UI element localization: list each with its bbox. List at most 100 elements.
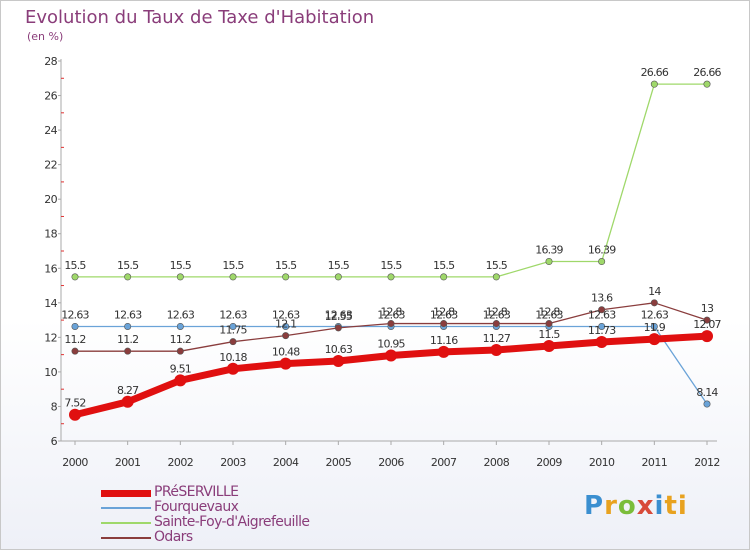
legend-label: Sainte-Foy-d'Aigrefeuille <box>154 514 310 530</box>
data-label: 15.5 <box>170 259 192 272</box>
data-label: 13 <box>701 302 714 315</box>
data-label: 11.9 <box>644 321 666 334</box>
series-point <box>598 258 606 266</box>
y-tick-label: 10 <box>44 366 57 379</box>
series-point <box>595 336 608 349</box>
logo-letter: ti <box>664 491 688 521</box>
series-point <box>124 273 132 281</box>
data-label: 12.63 <box>483 308 511 321</box>
data-label: 15.5 <box>64 259 86 272</box>
series-point <box>545 320 553 328</box>
data-label: 11.75 <box>219 324 247 337</box>
series-point <box>334 273 342 281</box>
x-tick-label: 2010 <box>589 456 615 469</box>
data-label: 12.63 <box>114 308 142 321</box>
series-point <box>650 80 658 88</box>
data-label: 12.8 <box>486 306 508 319</box>
data-label: 12.8 <box>380 306 402 319</box>
x-tick-label: 2003 <box>220 456 246 469</box>
data-label: 16.39 <box>535 244 563 257</box>
data-label: 26.66 <box>641 66 669 79</box>
y-tick-label: 8 <box>51 400 58 413</box>
legend-label: PRéSERVILLE <box>154 484 239 500</box>
series-point <box>121 395 134 408</box>
data-label: 11.73 <box>588 324 616 337</box>
data-label: 7.52 <box>64 397 85 410</box>
y-tick-label: 20 <box>44 193 57 206</box>
data-label: 13.6 <box>591 292 613 305</box>
series-point <box>545 258 553 266</box>
data-label: 10.18 <box>219 351 247 364</box>
y-tick-label: 6 <box>51 435 58 448</box>
series-point <box>279 357 292 370</box>
data-label: 12.1 <box>275 318 296 331</box>
data-label: 11.2 <box>170 333 191 346</box>
series-point <box>176 322 184 330</box>
data-label: 15.5 <box>486 259 508 272</box>
series-point <box>598 306 606 314</box>
series-point <box>703 80 711 88</box>
data-label: 9.51 <box>170 362 191 375</box>
series-point <box>440 273 448 281</box>
series-point <box>227 362 239 375</box>
data-label: 12.63 <box>641 308 669 321</box>
data-label: 10.95 <box>377 338 405 351</box>
data-label: 15.5 <box>117 259 139 272</box>
data-label: 11.5 <box>538 328 560 341</box>
series-point <box>69 408 81 421</box>
legend-swatch <box>101 522 151 524</box>
series-point <box>332 355 345 368</box>
x-tick-label: 2008 <box>484 456 510 469</box>
data-label: 10.63 <box>325 343 353 356</box>
legend-swatch <box>101 507 151 509</box>
series-point <box>650 322 658 330</box>
data-label: 12.55 <box>325 310 353 323</box>
series-point <box>71 273 79 281</box>
series-point <box>176 273 184 281</box>
series-point <box>334 324 342 332</box>
series-point <box>124 322 132 330</box>
legend-swatch <box>101 489 151 497</box>
series-point <box>71 347 79 355</box>
data-label: 8.14 <box>696 386 718 399</box>
series-point <box>437 345 450 358</box>
x-tick-label: 2009 <box>536 456 562 469</box>
proxiti-logo: Proxiti <box>584 491 688 521</box>
data-label: 15.5 <box>328 259 350 272</box>
data-label: 12.63 <box>588 308 616 321</box>
data-label: 12.63 <box>430 308 458 321</box>
data-label: 12.8 <box>538 306 560 319</box>
series-point <box>71 322 79 330</box>
y-tick-label: 16 <box>44 262 57 275</box>
y-tick-label: 14 <box>44 297 57 310</box>
y-tick-label: 12 <box>44 331 57 344</box>
x-tick-label: 2002 <box>168 456 194 469</box>
data-label: 11.16 <box>430 334 458 347</box>
series-point <box>124 347 132 355</box>
logo-letter: P <box>584 491 605 521</box>
series-point <box>282 332 290 340</box>
data-label: 14 <box>648 285 661 298</box>
data-label: 15.5 <box>222 259 244 272</box>
series-point <box>598 322 606 330</box>
x-tick-label: 2012 <box>694 456 720 469</box>
data-label: 15.5 <box>433 259 455 272</box>
logo-letter: r <box>604 491 618 521</box>
logo-letter: x <box>636 491 655 521</box>
series-point <box>176 347 184 355</box>
series-point <box>440 320 448 328</box>
series-point <box>703 316 711 324</box>
legend-label: Odars <box>154 529 193 545</box>
x-tick-label: 2001 <box>115 456 141 469</box>
series-point <box>701 330 713 343</box>
x-tick-label: 2011 <box>642 456 668 469</box>
legend-swatch <box>101 537 151 539</box>
data-label: 12.63 <box>61 308 89 321</box>
data-label: 12.63 <box>167 308 195 321</box>
series-point <box>703 400 711 408</box>
series-point <box>282 273 290 281</box>
data-label: 8.27 <box>117 384 139 397</box>
y-tick-label: 24 <box>44 124 57 137</box>
data-label: 12.63 <box>272 308 300 321</box>
